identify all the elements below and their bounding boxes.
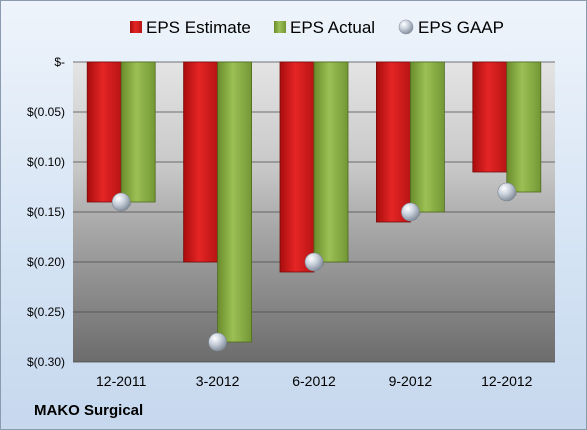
y-tick-label: $(0.30) — [27, 355, 65, 369]
bar-eps-estimate — [472, 61, 508, 173]
bar-eps-actual — [217, 61, 253, 343]
company-name: MAKO Surgical — [34, 402, 143, 419]
bar-eps-estimate — [183, 61, 219, 263]
y-axis-ticks: $- $(0.05) $(0.10) $(0.15) $(0.20) $(0.25) $(0… — [27, 55, 65, 369]
gaap-marker — [208, 332, 227, 352]
x-tick-label: 12-2011 — [96, 373, 147, 389]
legend-label-eps-estimate: EPS Estimate — [146, 18, 251, 37]
legend-marker-eps-gaap — [398, 19, 414, 35]
bar-eps-actual — [313, 61, 349, 263]
gaap-marker — [497, 182, 517, 202]
gaap-marker — [111, 192, 131, 212]
y-tick-label: $(0.20) — [27, 255, 65, 269]
x-tick-label: 6-2012 — [292, 373, 336, 389]
bar-eps-actual — [120, 61, 156, 203]
bar-eps-actual — [409, 61, 445, 213]
gaap-markers — [111, 182, 517, 352]
x-axis-labels: 12-2011 3-2012 6-2012 9-2012 12-2012 — [96, 373, 533, 389]
legend: EPS Estimate EPS Actual EPS GAAP — [130, 18, 504, 37]
bar-eps-actual — [506, 61, 542, 193]
y-tick-label: $(0.15) — [27, 205, 65, 219]
y-tick-label: $(0.25) — [27, 305, 65, 319]
y-tick-label: $- — [54, 55, 65, 69]
x-tick-label: 9-2012 — [389, 373, 433, 389]
legend-label-eps-gaap: EPS GAAP — [418, 18, 504, 37]
bar-eps-estimate — [86, 61, 122, 203]
legend-swatch-eps-actual — [274, 21, 286, 33]
bars — [86, 61, 542, 343]
x-tick-label: 12-2012 — [481, 373, 533, 389]
y-tick-label: $(0.10) — [27, 155, 65, 169]
y-tick-label: $(0.05) — [27, 105, 65, 119]
bar-eps-estimate — [279, 61, 315, 273]
gaap-marker — [304, 252, 324, 272]
legend-swatch-eps-estimate — [130, 21, 142, 33]
gaap-marker — [401, 202, 420, 222]
x-tick-label: 3-2012 — [196, 373, 240, 389]
bar-eps-estimate — [375, 61, 411, 223]
legend-label-eps-actual: EPS Actual — [290, 18, 375, 37]
